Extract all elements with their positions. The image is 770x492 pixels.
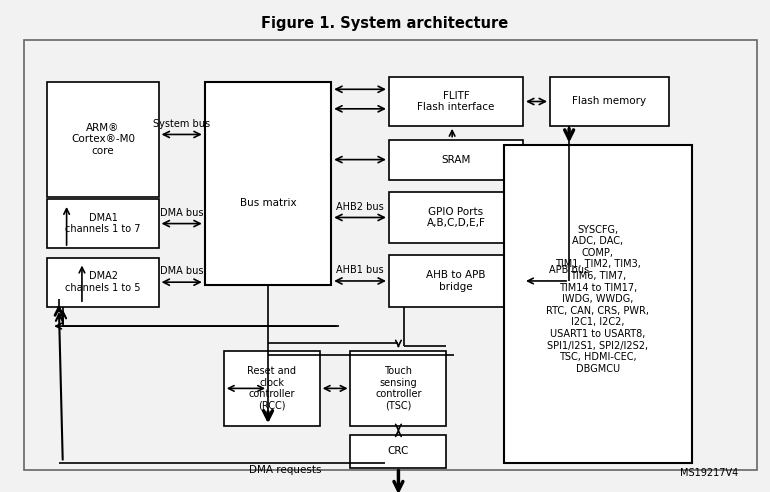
Bar xyxy=(224,350,320,426)
Text: MS19217V4: MS19217V4 xyxy=(680,467,738,478)
Text: AHB2 bus: AHB2 bus xyxy=(336,202,384,212)
Text: SYSCFG,
ADC, DAC,
COMP,
TIM1, TIM2, TIM3,
TIM6, TIM7,
TIM14 to TIM17,
IWDG, WWDG: SYSCFG, ADC, DAC, COMP, TIM1, TIM2, TIM3… xyxy=(547,225,649,374)
Bar xyxy=(389,77,523,126)
Bar xyxy=(389,140,523,180)
Text: Flash memory: Flash memory xyxy=(572,96,647,106)
Bar xyxy=(350,350,447,426)
Text: CRC: CRC xyxy=(388,446,409,456)
Text: AHB to APB
bridge: AHB to APB bridge xyxy=(427,270,486,292)
Bar xyxy=(504,146,692,463)
Text: DMA2
channels 1 to 5: DMA2 channels 1 to 5 xyxy=(65,272,141,293)
Bar xyxy=(205,82,331,285)
Text: Reset and
clock
controller
(RCC): Reset and clock controller (RCC) xyxy=(247,366,296,411)
Bar xyxy=(48,199,159,248)
Text: GPIO Ports
A,B,C,D,E,F: GPIO Ports A,B,C,D,E,F xyxy=(427,207,485,228)
Text: AHB1 bus: AHB1 bus xyxy=(336,265,384,275)
Text: DMA requests: DMA requests xyxy=(249,465,322,475)
Bar xyxy=(389,255,523,307)
Text: SRAM: SRAM xyxy=(441,154,470,165)
Text: ARM®
Cortex®-M0
core: ARM® Cortex®-M0 core xyxy=(71,123,135,156)
Bar xyxy=(25,40,757,470)
Text: FLITF
Flash interface: FLITF Flash interface xyxy=(417,91,494,112)
Text: System bus: System bus xyxy=(153,119,210,129)
Bar xyxy=(550,77,669,126)
Text: APB bus: APB bus xyxy=(549,265,589,275)
Text: Touch
sensing
controller
(TSC): Touch sensing controller (TSC) xyxy=(375,366,422,411)
Text: DMA bus: DMA bus xyxy=(160,208,203,218)
Text: DMA1
channels 1 to 7: DMA1 channels 1 to 7 xyxy=(65,213,141,234)
Text: Bus matrix: Bus matrix xyxy=(239,198,296,208)
Bar xyxy=(350,434,447,468)
Bar xyxy=(389,192,523,243)
Text: DMA bus: DMA bus xyxy=(160,267,203,277)
Bar xyxy=(48,258,159,307)
Text: Figure 1. System architecture: Figure 1. System architecture xyxy=(261,16,509,31)
Bar xyxy=(48,82,159,197)
